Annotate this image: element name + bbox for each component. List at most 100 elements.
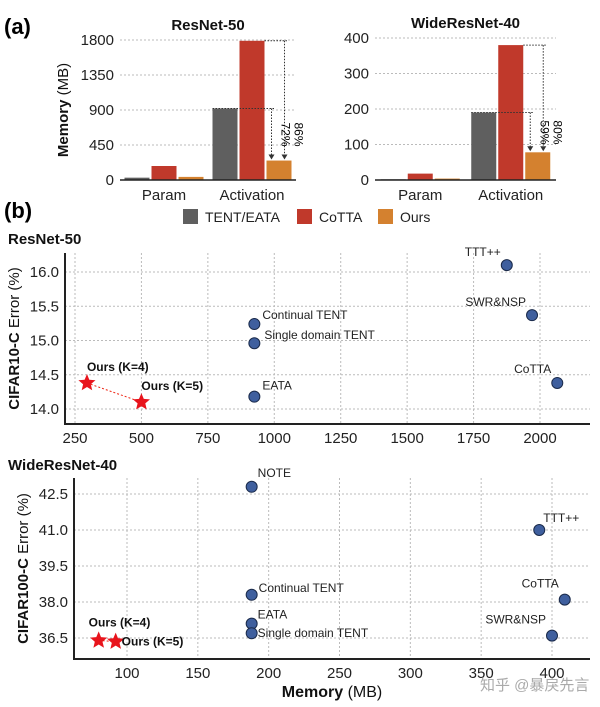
x-tick-label: 1500 xyxy=(390,430,423,447)
point-label: Ours (K=5) xyxy=(122,635,184,649)
arrowhead xyxy=(540,146,547,152)
bar-tenteata xyxy=(124,177,150,180)
x-tick-label: 150 xyxy=(185,665,210,682)
point-marker xyxy=(546,629,558,642)
bar-cotta xyxy=(407,173,433,180)
point-label: SWR&NSP xyxy=(465,295,526,309)
bar-ours xyxy=(525,152,551,180)
point-marker xyxy=(558,593,571,606)
x-tick-label: Param xyxy=(398,187,442,204)
legend-swatch xyxy=(378,209,393,224)
y-tick-label: 41.0 xyxy=(39,522,68,539)
y-axis-label: CIFAR100-C Error (%) xyxy=(15,493,32,644)
y-tick-label: 0 xyxy=(361,172,369,189)
y-tick-label: 300 xyxy=(344,66,369,83)
point-marker xyxy=(526,309,539,322)
bar-chart-resnet50: ResNet-50 0 450 900 1350 1800 Memory (MB) Param… xyxy=(55,17,306,204)
scatter-resnet50: ResNet-50 250 500 750 1000 1250 1500 1750 2000 14… xyxy=(6,231,590,447)
legend-label: Ours xyxy=(400,209,430,225)
point-label: CoTTA xyxy=(522,577,559,591)
x-tick-label: Param xyxy=(142,187,186,204)
point-label: Continual TENT xyxy=(259,581,345,595)
ours-connector xyxy=(98,639,116,643)
x-axis-label: Memory (MB) xyxy=(282,684,382,701)
chart-title: ResNet-50 xyxy=(8,231,81,248)
x-tick-label: 1000 xyxy=(258,430,291,447)
point-marker xyxy=(248,337,261,350)
watermark: 知乎 @暴戾先言 xyxy=(480,677,589,694)
y-tick-label: 14.0 xyxy=(30,401,59,418)
point-label: Ours (K=4) xyxy=(87,360,149,374)
point-label: EATA xyxy=(262,379,292,393)
bar-tenteata xyxy=(212,108,238,180)
point-label: Single domain TENT xyxy=(258,626,369,640)
point-marker xyxy=(248,390,261,403)
point-marker xyxy=(245,627,258,640)
y-axis-label: CIFAR10-C Error (%) xyxy=(6,267,23,410)
x-tick-label: 1250 xyxy=(324,430,357,447)
ours-star-marker xyxy=(132,393,150,410)
bar-cotta xyxy=(239,40,265,181)
y-tick-label: 14.5 xyxy=(30,367,59,384)
point-marker xyxy=(245,588,258,601)
x-tick-label: Activation xyxy=(219,187,284,204)
y-tick-label: 1800 xyxy=(81,32,114,49)
arrowhead xyxy=(527,146,534,152)
point-label: Ours (K=4) xyxy=(89,615,151,629)
axes xyxy=(73,478,590,660)
x-tick-label: Activation xyxy=(478,187,543,204)
axes xyxy=(64,253,590,425)
panel-label-b: (b) xyxy=(4,198,32,223)
y-tick-label: 39.5 xyxy=(39,558,68,575)
annotation-label: 80% xyxy=(550,120,564,144)
arrowhead xyxy=(281,154,288,160)
point-marker xyxy=(551,376,564,389)
ours-connector xyxy=(86,382,142,403)
x-tick-label: 300 xyxy=(398,665,423,682)
legend-swatch xyxy=(183,209,198,224)
point-label: Ours (K=5) xyxy=(141,379,203,393)
chart-title: WideResNet-40 xyxy=(8,457,117,474)
y-tick-label: 200 xyxy=(344,101,369,118)
bar-ours xyxy=(266,160,292,180)
point-label: EATA xyxy=(258,608,288,622)
x-tick-label: 400 xyxy=(539,665,564,682)
y-tick-label: 450 xyxy=(89,137,114,154)
panel-label-a: (a) xyxy=(4,14,31,39)
annotation-label: 86% xyxy=(292,122,306,146)
legend-label: TENT/EATA xyxy=(205,209,281,225)
y-tick-label: 36.5 xyxy=(39,630,68,647)
point-marker xyxy=(500,259,513,272)
x-tick-label: 250 xyxy=(62,430,87,447)
bar-cotta xyxy=(151,166,177,180)
point-marker xyxy=(248,318,261,331)
point-label: CoTTA xyxy=(514,362,551,376)
y-tick-label: 0 xyxy=(106,172,114,189)
y-tick-label: 400 xyxy=(344,30,369,47)
y-axis-label: Memory (MB) xyxy=(55,63,72,157)
x-tick-label: 250 xyxy=(327,665,352,682)
x-tick-label: 1750 xyxy=(457,430,490,447)
ours-star-marker xyxy=(90,631,108,648)
point-marker xyxy=(533,524,546,536)
chart-title: WideResNet-40 xyxy=(411,15,520,32)
y-tick-label: 42.5 xyxy=(39,486,68,503)
annotation-label: 72% xyxy=(279,122,293,146)
scatter-wideresnet40: WideResNet-40 100 150 200 250 300 350 400 36.5 38… xyxy=(8,457,590,701)
point-label: NOTE xyxy=(258,466,291,480)
bar-chart-wideresnet40: WideResNet-40 0 100 200 300 400 Param Activatio… xyxy=(344,15,564,204)
arrowhead xyxy=(268,154,275,160)
point-label: Single domain TENT xyxy=(264,328,375,342)
y-tick-label: 100 xyxy=(344,137,369,154)
x-tick-label: 2000 xyxy=(523,430,556,447)
y-tick-label: 900 xyxy=(89,102,114,119)
x-tick-label: 350 xyxy=(469,665,494,682)
bar-tenteata xyxy=(471,112,497,180)
bar-ours xyxy=(178,176,204,180)
annotation-label: 59% xyxy=(537,120,551,144)
y-tick-label: 16.0 xyxy=(30,264,59,281)
x-tick-label: 200 xyxy=(256,665,281,682)
ours-star-marker xyxy=(78,374,96,391)
y-tick-label: 1350 xyxy=(81,67,114,84)
y-tick-label: 15.5 xyxy=(30,298,59,315)
